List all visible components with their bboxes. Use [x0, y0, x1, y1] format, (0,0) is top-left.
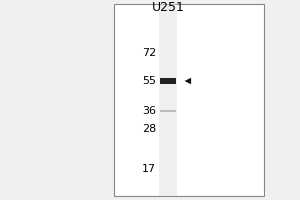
Polygon shape: [184, 78, 191, 84]
Text: 17: 17: [142, 164, 156, 174]
Bar: [159, 4, 177, 196]
Text: 55: 55: [142, 76, 156, 86]
Bar: [160, 78, 176, 84]
Bar: [160, 110, 176, 112]
Text: U251: U251: [152, 1, 184, 14]
Bar: [114, 4, 264, 196]
Text: 72: 72: [142, 48, 156, 58]
Text: 28: 28: [142, 124, 156, 134]
Text: 36: 36: [142, 106, 156, 116]
